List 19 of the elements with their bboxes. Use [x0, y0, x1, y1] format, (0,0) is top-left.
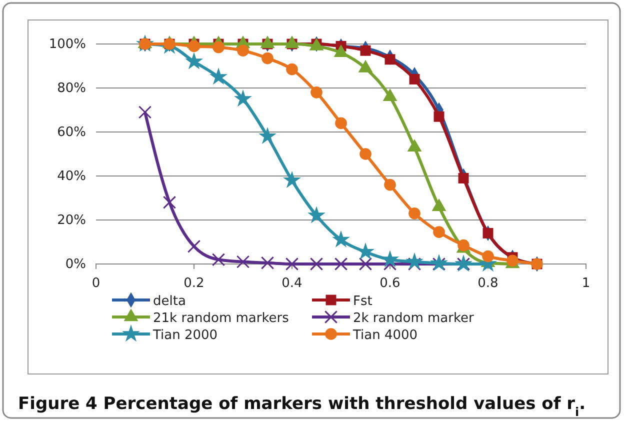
y-tick-label: 100%: [48, 37, 86, 52]
x-tick-label: 0.8: [478, 276, 498, 292]
y-tick-label: 0%: [65, 257, 86, 272]
legend-label: Fst: [353, 294, 372, 309]
y-tick-label: 40%: [57, 169, 86, 184]
x-tick-label: 1: [582, 276, 590, 292]
text: Figure 4 Percentage of markers with threshold values of r$_{i}$.: [18, 394, 586, 419]
x-tick-label: 0.6: [380, 276, 400, 292]
x-tick-label: 0.2: [184, 276, 204, 292]
x-tick-label: 0: [92, 276, 100, 292]
legend-label: Tian 2000: [152, 328, 218, 343]
legend-label: delta: [153, 294, 186, 309]
y-tick-label: 60%: [57, 125, 86, 140]
legend-label: Tian 4000: [352, 328, 418, 343]
x-tick-label: 0.4: [282, 276, 302, 292]
y-tick-label: 80%: [57, 81, 86, 96]
legend-label: 21k random markers: [153, 311, 290, 326]
y-tick-label: 20%: [57, 213, 86, 228]
legend-label: 2k random marker: [353, 311, 475, 326]
